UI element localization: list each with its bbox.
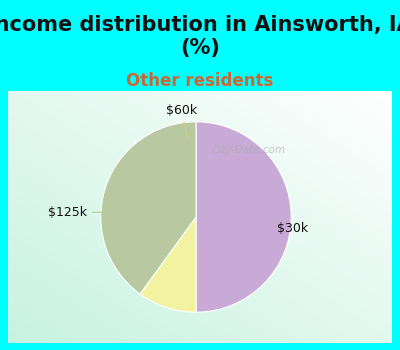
Wedge shape bbox=[140, 217, 196, 312]
Text: City-Data.com: City-Data.com bbox=[211, 145, 286, 155]
Wedge shape bbox=[101, 122, 196, 294]
Text: $30k: $30k bbox=[239, 222, 308, 235]
Text: Other residents: Other residents bbox=[126, 71, 274, 90]
Text: Income distribution in Ainsworth, IA
(%): Income distribution in Ainsworth, IA (%) bbox=[0, 15, 400, 58]
Wedge shape bbox=[196, 122, 291, 312]
Text: $60k: $60k bbox=[166, 104, 197, 140]
Text: $125k: $125k bbox=[48, 206, 138, 219]
